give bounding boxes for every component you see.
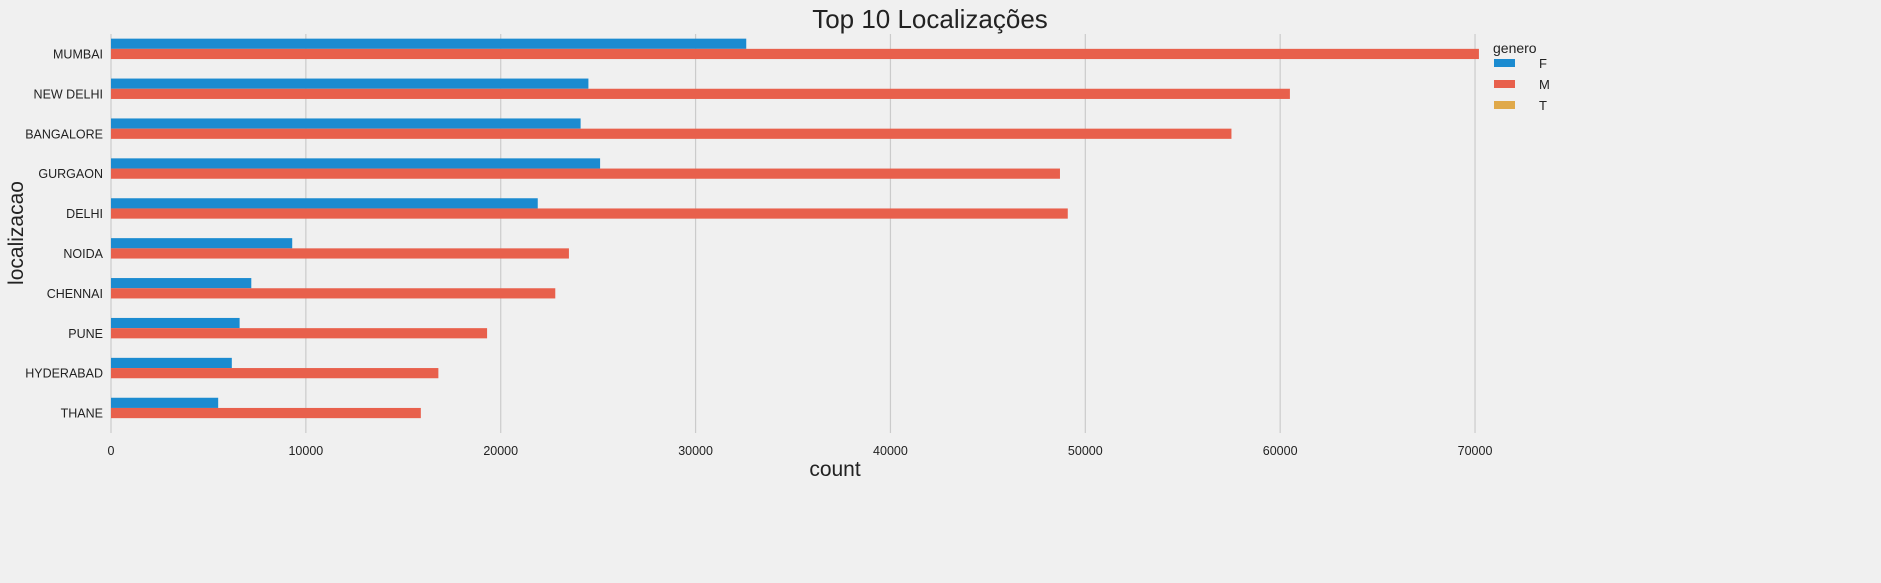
legend-swatch <box>1494 80 1515 88</box>
bars <box>111 38 1479 419</box>
y-tick-label: THANE <box>61 407 103 421</box>
y-tick-label: NEW DELHI <box>34 87 103 101</box>
bar-M <box>111 248 569 259</box>
x-tick-label: 10000 <box>288 444 323 458</box>
x-tick-label: 60000 <box>1263 444 1298 458</box>
legend-entry: M <box>1539 77 1550 92</box>
legend-entry: F <box>1539 56 1547 71</box>
bar-F <box>111 78 589 89</box>
y-tick-label: NOIDA <box>63 247 103 261</box>
bar-M <box>111 368 439 379</box>
y-tick-label: CHENNAI <box>47 287 103 301</box>
y-tick-label: GURGAON <box>38 167 103 181</box>
x-tick-label: 20000 <box>483 444 518 458</box>
legend-entry: T <box>1539 98 1547 113</box>
x-tick-label: 40000 <box>873 444 908 458</box>
x-tick-label: 50000 <box>1068 444 1103 458</box>
bar-F <box>111 238 293 249</box>
gridlines <box>110 34 1476 433</box>
x-tick-labels: 0 10000 20000 30000 40000 50000 60000 70000 <box>108 444 1493 458</box>
bar-F <box>111 397 219 408</box>
x-tick-label: 0 <box>108 444 115 458</box>
bar-M <box>111 407 421 419</box>
y-tick-label: PUNE <box>68 327 103 341</box>
bar-M <box>111 48 1479 60</box>
bar-M <box>111 288 556 299</box>
y-tick-label: MUMBAI <box>53 47 103 61</box>
y-tick-label: HYDERABAD <box>25 367 103 381</box>
legend-swatch <box>1494 59 1515 67</box>
bar-F <box>111 278 252 289</box>
chart-title: Top 10 Localizações <box>812 4 1048 34</box>
bar-M <box>111 168 1060 179</box>
bar-M <box>111 128 1232 139</box>
y-axis-label: localizacao <box>5 181 28 285</box>
y-tick-label: BANGALORE <box>25 127 103 141</box>
bar-F <box>111 158 601 169</box>
bar-F <box>111 38 747 49</box>
bar-M <box>111 328 488 339</box>
y-tick-label: DELHI <box>66 207 103 221</box>
bar-M <box>111 88 1290 99</box>
x-tick-label: 30000 <box>678 444 713 458</box>
bar-F <box>111 317 240 329</box>
bar-F <box>111 357 232 369</box>
x-axis-label: count <box>809 458 861 481</box>
legend: genero FMT <box>1493 40 1550 113</box>
bar-M <box>111 208 1068 219</box>
bar-F <box>111 118 581 129</box>
x-tick-label: 70000 <box>1458 444 1493 458</box>
legend-title: genero <box>1493 40 1537 56</box>
bar-F <box>111 198 538 209</box>
legend-swatch <box>1494 101 1515 109</box>
y-tick-labels: MUMBAI NEW DELHI BANGALORE GURGAON DELHI NOID… <box>25 47 103 420</box>
